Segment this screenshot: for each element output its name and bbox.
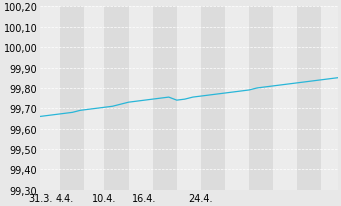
Bar xyxy=(297,7,322,190)
Bar xyxy=(153,7,177,190)
Bar xyxy=(322,7,338,190)
Bar xyxy=(273,7,297,190)
Bar xyxy=(104,7,129,190)
Bar xyxy=(60,7,84,190)
Bar xyxy=(84,7,104,190)
Bar xyxy=(201,7,225,190)
Bar xyxy=(177,7,201,190)
Bar xyxy=(249,7,273,190)
Bar xyxy=(129,7,153,190)
Bar xyxy=(40,7,60,190)
Bar xyxy=(225,7,249,190)
